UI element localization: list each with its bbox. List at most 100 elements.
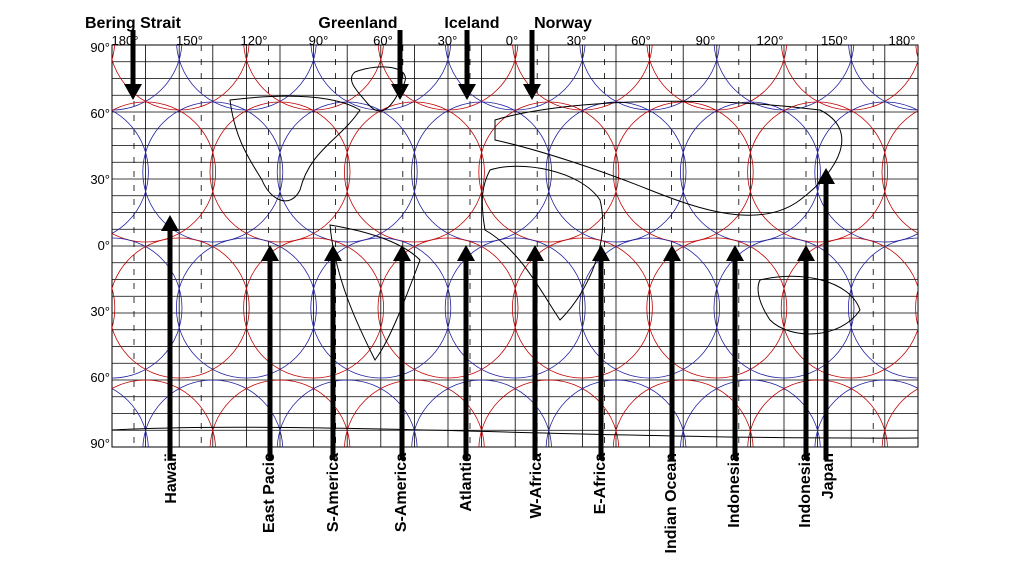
coverage-circle xyxy=(814,101,918,243)
longitude-label: 120° xyxy=(241,33,268,48)
south-america xyxy=(329,224,421,361)
coverage-circle xyxy=(377,45,519,111)
latitude-label: 30° xyxy=(90,172,110,187)
coverage-circle xyxy=(142,101,284,243)
arrows xyxy=(124,30,835,460)
coverage-circle xyxy=(646,237,788,379)
arrow-head xyxy=(592,245,610,261)
coverage-circle xyxy=(112,379,216,447)
coverage-circle xyxy=(344,379,485,447)
longitude-label: 30° xyxy=(438,33,458,48)
coverage-circle xyxy=(848,237,918,379)
coverage-circle xyxy=(411,379,552,447)
coverage-circle xyxy=(444,45,586,111)
coverage-circle xyxy=(112,101,216,243)
coverage-circle xyxy=(142,379,284,447)
coverage-circle xyxy=(512,45,653,111)
bottom-label: Hawaii xyxy=(163,453,180,504)
coverage-circle xyxy=(545,379,687,447)
arrow-head xyxy=(457,245,475,261)
coverage-circle xyxy=(112,237,183,379)
bottom-label: W-Africa xyxy=(528,453,545,519)
coverage-circle xyxy=(112,45,250,111)
longitude-label: 90° xyxy=(309,33,329,48)
longitude-label: 60° xyxy=(373,33,393,48)
arrow-head xyxy=(261,245,279,261)
coverage-circle xyxy=(545,101,687,243)
labels: Bering Strait Greenland Iceland Norway Hawai… xyxy=(85,15,915,553)
latitude-label: 90° xyxy=(90,40,110,55)
coverage-circle xyxy=(112,237,250,379)
coverage-circle xyxy=(780,45,918,111)
greenland xyxy=(350,66,406,112)
top-label: Norway xyxy=(534,15,592,32)
coverage-circle xyxy=(949,380,1024,520)
coverage-circle xyxy=(881,110,918,234)
latitude-label: 60° xyxy=(90,106,110,121)
coverage-circle xyxy=(713,237,855,379)
coverage-circle xyxy=(713,45,855,111)
coverage-circle xyxy=(680,101,821,243)
top-label: Bering Strait xyxy=(85,15,182,32)
arrow-head xyxy=(817,168,835,184)
arrow-head xyxy=(391,84,409,100)
coverage-circle xyxy=(814,379,918,447)
longitude-label: 180° xyxy=(889,33,916,48)
arrow-head xyxy=(458,84,476,100)
coverage-circle xyxy=(612,101,754,243)
coverage-circle xyxy=(175,237,317,379)
arrow-head xyxy=(161,215,179,231)
circle-pattern xyxy=(112,45,1024,520)
coverage-circle xyxy=(310,45,452,111)
longitude-label: 150° xyxy=(176,33,203,48)
latitude-label: 30° xyxy=(90,304,110,319)
longitude-label: 90° xyxy=(696,33,716,48)
arrow-head xyxy=(726,245,744,261)
latitude-label: 0° xyxy=(98,238,110,253)
coverage-circle xyxy=(646,45,788,111)
longitude-label: 0° xyxy=(506,33,518,48)
coverage-circle xyxy=(747,101,888,243)
arrow-head xyxy=(324,245,342,261)
bottom-label: Indonesia xyxy=(726,453,743,528)
longitude-label: 30° xyxy=(567,33,587,48)
arrow-head xyxy=(797,245,815,261)
coverage-circle xyxy=(411,101,553,243)
latitude-label: 60° xyxy=(90,370,110,385)
coverage-circle xyxy=(276,101,418,243)
coverage-circle xyxy=(747,379,888,447)
coverage-circle xyxy=(243,45,384,111)
coverage-circle xyxy=(949,102,1024,242)
coverage-circle xyxy=(579,45,720,111)
coverage-circle xyxy=(209,101,351,243)
longitude-label: 60° xyxy=(631,33,651,48)
longitude-label: 150° xyxy=(821,33,848,48)
coverage-circle xyxy=(478,101,620,243)
longitude-label: 180° xyxy=(112,33,139,48)
north-america xyxy=(229,95,361,202)
arrow-head xyxy=(526,245,544,261)
coverage-circle xyxy=(512,237,653,379)
coverage-circle xyxy=(915,45,918,60)
bottom-label: Indonesia xyxy=(797,453,814,528)
coverage-circle xyxy=(343,101,485,243)
coverage-circle xyxy=(112,110,149,234)
arrow-head xyxy=(124,84,142,100)
coverage-circle xyxy=(444,237,586,379)
top-label: Iceland xyxy=(444,15,499,32)
bottom-label: East Pacic xyxy=(261,453,278,533)
latitude-label: 90° xyxy=(90,436,110,451)
arrow-head xyxy=(393,245,411,261)
top-label: Greenland xyxy=(318,15,397,32)
coverage-circle xyxy=(243,237,385,379)
coverage-circle xyxy=(478,379,620,447)
coverage-circle xyxy=(377,237,519,379)
coverage-circle xyxy=(579,237,720,379)
coverage-circle xyxy=(915,288,918,328)
arrow-head xyxy=(523,84,541,100)
bottom-label: S-America xyxy=(325,453,342,532)
bottom-label: S-America xyxy=(393,453,410,532)
arrow-head xyxy=(663,245,681,261)
